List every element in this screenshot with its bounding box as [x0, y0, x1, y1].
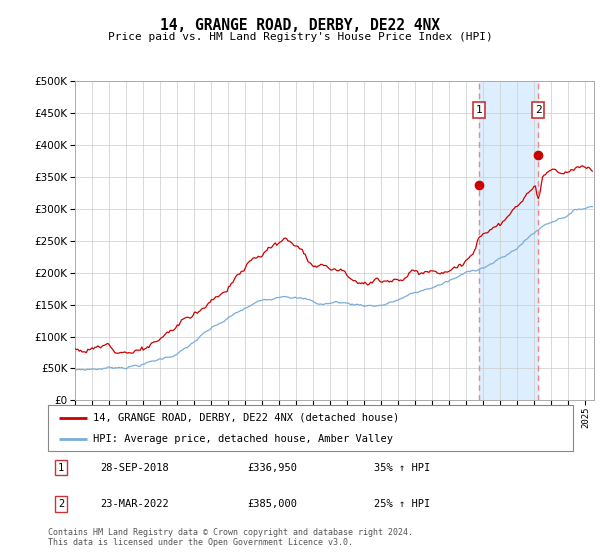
- Text: 28-SEP-2018: 28-SEP-2018: [101, 463, 169, 473]
- Text: 1: 1: [58, 463, 64, 473]
- Text: Contains HM Land Registry data © Crown copyright and database right 2024.
This d: Contains HM Land Registry data © Crown c…: [48, 528, 413, 547]
- Text: 23-MAR-2022: 23-MAR-2022: [101, 499, 169, 509]
- Text: HPI: Average price, detached house, Amber Valley: HPI: Average price, detached house, Ambe…: [92, 435, 392, 444]
- Text: £336,950: £336,950: [248, 463, 298, 473]
- Text: 25% ↑ HPI: 25% ↑ HPI: [373, 499, 430, 509]
- Text: 35% ↑ HPI: 35% ↑ HPI: [373, 463, 430, 473]
- Text: 14, GRANGE ROAD, DERBY, DE22 4NX (detached house): 14, GRANGE ROAD, DERBY, DE22 4NX (detach…: [92, 413, 399, 423]
- Text: £385,000: £385,000: [248, 499, 298, 509]
- Text: 2: 2: [58, 499, 64, 509]
- Text: 2: 2: [535, 105, 542, 115]
- Text: 14, GRANGE ROAD, DERBY, DE22 4NX: 14, GRANGE ROAD, DERBY, DE22 4NX: [160, 18, 440, 33]
- Bar: [479, 81, 538, 400]
- Text: 1: 1: [476, 105, 482, 115]
- Text: Price paid vs. HM Land Registry's House Price Index (HPI): Price paid vs. HM Land Registry's House …: [107, 32, 493, 43]
